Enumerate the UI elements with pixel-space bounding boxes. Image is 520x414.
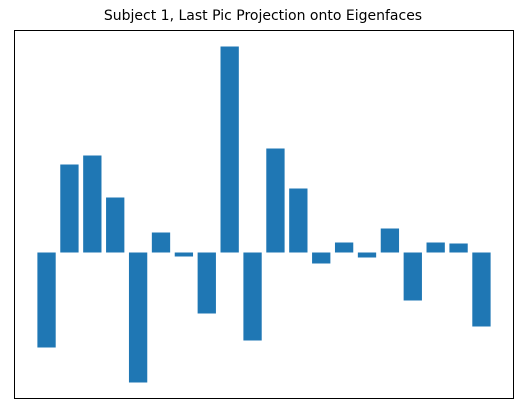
- chart-title: Subject 1, Last Pic Projection onto Eige…: [104, 8, 422, 24]
- bar: [449, 243, 468, 253]
- bar: [266, 148, 285, 253]
- bar: [83, 155, 102, 253]
- bar: [357, 252, 377, 258]
- bar: [334, 242, 354, 253]
- bar: [37, 252, 56, 348]
- bar: [380, 228, 400, 253]
- bar: [106, 197, 125, 253]
- bar: [220, 46, 239, 253]
- bar: [403, 252, 422, 301]
- bar: [60, 164, 79, 253]
- bar: [472, 252, 491, 327]
- bar: [289, 188, 308, 253]
- bar: [426, 242, 445, 253]
- bar: [128, 252, 148, 383]
- bar: [243, 252, 262, 341]
- bar: [312, 252, 331, 264]
- plot-area: [37, 46, 491, 383]
- bar: [151, 232, 171, 253]
- axes-frame: [14, 30, 514, 399]
- bar: [197, 252, 216, 314]
- bar: [174, 252, 194, 257]
